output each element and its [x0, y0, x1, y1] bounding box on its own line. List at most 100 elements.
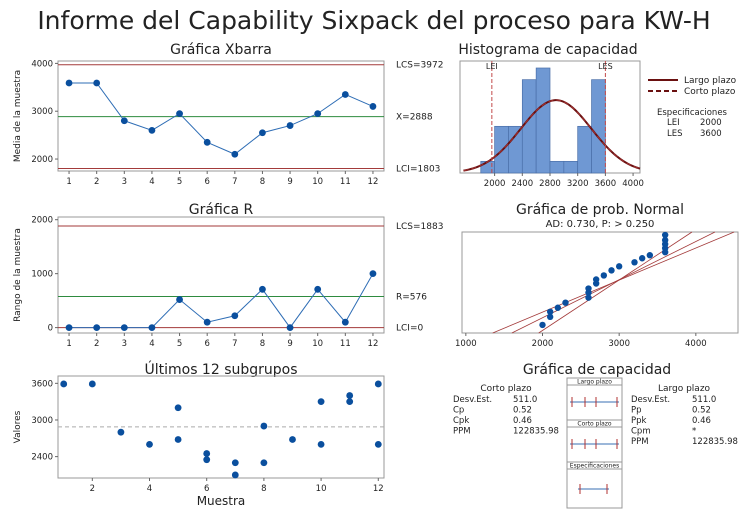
mini-header	[566, 377, 623, 386]
mini-label: Largo plazo	[577, 379, 612, 386]
data-point	[174, 404, 182, 412]
spec-value: 3600	[700, 129, 722, 139]
x-tick-label: 6	[204, 177, 209, 187]
stat-value: 0.52	[692, 406, 711, 416]
x-tick-label: 8	[261, 484, 266, 494]
data-point	[346, 398, 354, 406]
data-point	[546, 313, 554, 321]
data-point	[661, 236, 669, 244]
histogram-bar	[508, 125, 523, 174]
data-point	[374, 380, 382, 388]
chart-title: Gráfica R	[189, 202, 254, 218]
data-point	[585, 285, 592, 292]
x-tick-label: 7	[232, 339, 237, 349]
stat-value: 511.0	[513, 395, 537, 405]
y-tick-label: 0	[48, 324, 53, 334]
x-tick-label: 3000	[608, 339, 630, 349]
x-tick-label: 4000	[685, 339, 707, 349]
histogram-bar	[591, 79, 606, 174]
x-tick-label: 6	[204, 339, 209, 349]
data-point	[539, 321, 546, 329]
histogram-bar	[480, 160, 495, 174]
spec-label: LEI	[667, 118, 680, 128]
plot-frame	[57, 216, 385, 334]
center-label: X=2888	[396, 113, 433, 123]
data-point	[646, 252, 654, 259]
data-point	[317, 441, 325, 448]
spec-value: 2000	[700, 118, 722, 128]
x-tick-label: 3200	[567, 179, 589, 189]
ucl-label: LCS=1883	[396, 222, 443, 232]
data-point	[148, 324, 156, 332]
chart-subtitle: AD: 0.730, P: > 0.250	[546, 219, 655, 230]
data-point	[615, 263, 623, 270]
data-point	[554, 304, 562, 311]
data-point	[203, 456, 211, 464]
data-point	[176, 110, 183, 118]
data-point	[174, 436, 182, 443]
data-point	[259, 129, 266, 137]
long-term-heading: Largo plazo	[658, 384, 711, 394]
spec-label: LES	[667, 129, 683, 139]
y-tick-label: 2400	[31, 453, 53, 463]
stat-label: PPM	[453, 427, 471, 437]
x-tick-label: 1	[66, 177, 71, 187]
data-point	[259, 285, 266, 293]
data-point	[314, 110, 322, 118]
x-tick-label: 3	[122, 177, 127, 187]
x-tick-label: 1	[66, 339, 71, 349]
y-tick-label: 2000	[31, 216, 53, 226]
mini-header	[566, 419, 623, 428]
data-point	[341, 318, 349, 326]
data-point	[93, 79, 101, 87]
data-point	[346, 392, 354, 399]
data-point	[600, 272, 608, 279]
histogram-bar	[535, 67, 551, 174]
lei-label: LEI	[486, 62, 498, 71]
stat-label: Pp	[631, 406, 642, 416]
data-point	[120, 324, 128, 332]
data-point	[286, 324, 294, 332]
data-point	[65, 324, 73, 332]
data-point	[592, 276, 600, 283]
x-tick-label: 2800	[539, 179, 561, 189]
fit-band-lower	[538, 231, 693, 334]
fit-line	[511, 231, 716, 334]
x-tick-label: 8	[260, 339, 265, 349]
y-tick-label: 4000	[31, 59, 53, 69]
data-point	[176, 296, 183, 303]
data-point	[631, 259, 638, 266]
series-line	[69, 273, 374, 329]
data-point	[203, 138, 211, 146]
short-term-heading: Corto plazo	[480, 384, 532, 394]
x-tick-label: 9	[287, 339, 292, 349]
stat-label: PPM	[631, 437, 649, 447]
data-point	[203, 450, 211, 457]
specs-heading: Especificaciones	[657, 108, 728, 118]
stat-value: 0.46	[513, 416, 532, 426]
chart-title: Histograma de capacidad	[458, 42, 637, 58]
x-tick-label: 3	[122, 339, 127, 349]
x-tick-label: 6	[204, 484, 209, 494]
x-tick-label: 2400	[511, 179, 533, 189]
stat-value: 0.52	[513, 406, 532, 416]
data-point	[260, 459, 268, 467]
y-axis-label: Media de la muestra	[13, 70, 23, 162]
histogram-bar	[577, 125, 592, 174]
data-point	[608, 267, 615, 274]
x-tick-label: 11	[340, 177, 351, 187]
ucl-label: LCS=3972	[396, 61, 443, 71]
data-point	[65, 79, 73, 87]
mini-header	[566, 461, 623, 470]
data-point	[369, 103, 377, 110]
x-tick-label: 5	[177, 339, 182, 349]
y-tick-label: 1000	[31, 270, 53, 280]
histogram-bar	[521, 79, 537, 174]
x-tick-label: 10	[312, 177, 323, 187]
x-tick-label: 3600	[595, 179, 617, 189]
x-tick-label: 4	[147, 484, 152, 494]
x-tick-label: 2	[94, 177, 99, 187]
x-tick-label: 2000	[484, 179, 506, 189]
data-point	[585, 294, 592, 301]
data-point	[374, 441, 382, 448]
